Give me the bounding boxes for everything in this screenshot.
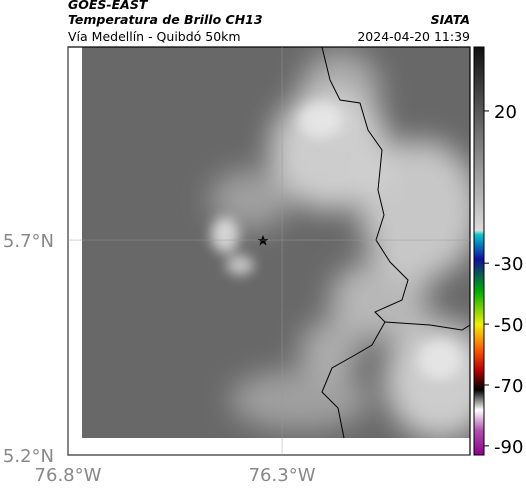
colorbar-tick-label: -50 — [494, 315, 523, 336]
source: SIATA — [431, 12, 470, 27]
x-tick-label: 76.3°W — [249, 465, 316, 486]
product: Temperatura de Brillo CH13 — [68, 12, 263, 27]
colorbar-tick-label: -70 — [494, 376, 523, 397]
y-tick-label: 5.7°N — [3, 231, 54, 252]
route: Vía Medellín - Quibdó 50km — [68, 29, 241, 44]
satellite: GOES-EAST — [68, 0, 149, 12]
colorbar — [473, 46, 485, 456]
y-tick-label: 5.2°N — [3, 446, 54, 467]
colorbar-tick-label: -30 — [494, 254, 523, 275]
satellite-image — [82, 47, 470, 438]
datetime: 2024-04-20 11:39 — [357, 29, 470, 44]
colorbar-tick-label: -90 — [494, 437, 523, 458]
x-tick-label: 76.8°W — [35, 465, 102, 486]
colorbar-tick-label: 20 — [494, 102, 517, 123]
